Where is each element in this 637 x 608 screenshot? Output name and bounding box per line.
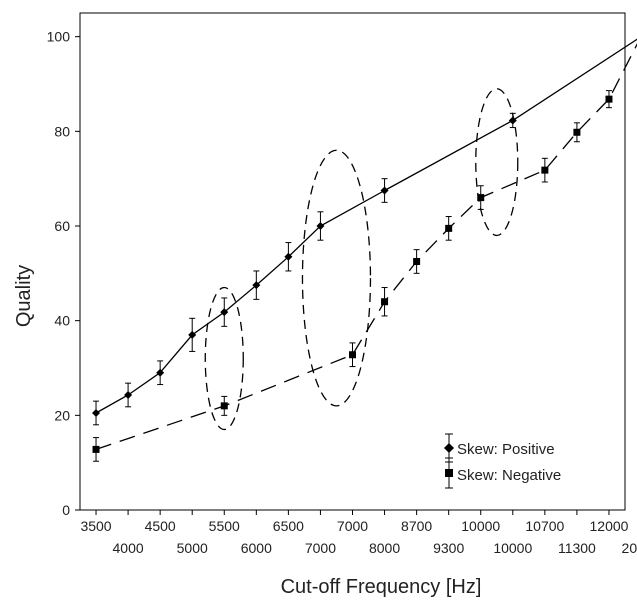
data-point-square [541,166,549,174]
data-point-diamond [284,252,293,261]
x-tick-label: 8000 [369,540,400,556]
legend-item-positive: Skew: Positive [444,433,555,463]
data-point-diamond [92,408,101,417]
series-positive [92,38,637,426]
data-point-square [413,258,421,265]
legend-label-negative: Skew: Negative [457,467,561,484]
series-layer [92,38,637,462]
x-tick-label: 6500 [273,518,304,534]
legend-item-negative: Skew: Negative [445,457,561,489]
y-axis-ticks: 0 20 40 60 80 100 [47,29,80,518]
y-tick-label: 40 [54,313,70,329]
y-tick-label: 0 [62,502,70,518]
data-point-diamond [508,116,517,125]
legend-label-positive: Skew: Positive [457,441,555,458]
data-point-square [573,128,581,136]
x-tick-label: 4000 [113,540,144,556]
x-tick-label: 5500 [209,518,240,534]
x-tick-label: 20000 [622,540,637,556]
legend-square-marker [445,469,453,477]
x-tick-label: 11300 [558,540,596,556]
data-point-square [477,194,485,202]
x-tick-label: 12000 [590,518,629,534]
x-tick-label: 10000 [461,518,500,534]
x-tick-label: 10700 [525,518,564,534]
data-point-square [381,298,389,306]
x-tick-label: 7000 [305,540,336,556]
x-tick-label: 8700 [401,518,432,534]
x-tick-label: 3500 [80,518,111,534]
x-axis-ticks: 3500400045005000550060006500700070008000… [80,510,637,556]
data-point-square [349,351,356,359]
highlight-ellipse [204,286,244,431]
data-point-square [605,95,613,103]
x-tick-label: 9300 [433,540,464,556]
x-tick-label: 4500 [145,518,176,534]
data-point-square [92,445,100,453]
highlight-ellipses [204,88,519,431]
y-tick-label: 100 [47,29,71,45]
data-point-diamond [380,186,389,195]
x-axis-label: Cut-off Frequency [Hz] [281,576,482,598]
data-point-diamond [316,222,325,230]
x-tick-label: 5000 [177,540,208,556]
x-tick-label: 10000 [493,540,532,556]
data-point-diamond [220,308,229,317]
legend: Skew: Positive Skew: Negative [444,433,561,489]
data-point-square [445,224,453,232]
data-point-diamond [188,330,197,339]
y-tick-label: 20 [54,407,70,423]
y-tick-label: 80 [54,123,70,139]
data-point-square [220,402,228,410]
plot-area [79,12,626,511]
y-tick-label: 60 [54,218,70,234]
y-axis-label: Quality [13,265,35,327]
x-tick-label: 6000 [241,540,272,556]
series-negative [92,43,637,462]
data-point-diamond [252,281,261,290]
highlight-ellipse [475,88,519,237]
x-tick-label: 7000 [337,518,368,534]
highlight-ellipse [301,149,372,407]
legend-diamond-marker [444,443,454,453]
data-point-diamond [156,368,165,377]
data-point-diamond [124,390,133,399]
